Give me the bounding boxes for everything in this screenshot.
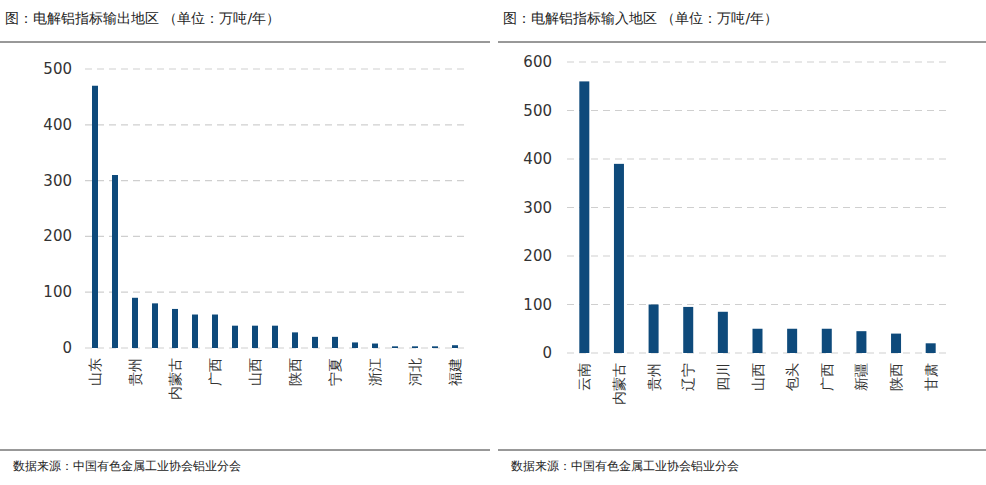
bar xyxy=(132,298,138,348)
bar xyxy=(452,345,458,348)
x-tick-label: 云南 xyxy=(576,363,592,391)
x-tick-label: 福建 xyxy=(447,358,463,386)
x-tick-label: 新疆 xyxy=(853,363,869,391)
bar xyxy=(252,326,258,348)
bar xyxy=(432,346,438,348)
chart-panel: 图：电解铝指标输出地区 （单位：万吨/年） 数据来源：中国有色金属工业协会铝业分会… xyxy=(0,10,490,473)
y-axis xyxy=(567,62,568,353)
bar xyxy=(579,81,589,353)
x-tick-label: 广西 xyxy=(207,358,223,386)
bar xyxy=(753,329,763,353)
x-tick-label: 广西 xyxy=(819,363,835,391)
x-tick-label: 辽宁 xyxy=(680,363,696,391)
x-tick-label: 河北 xyxy=(407,358,423,386)
x-tick-label: 山东 xyxy=(87,358,103,386)
grid-line xyxy=(567,207,948,208)
grid-line xyxy=(85,68,465,69)
y-axis xyxy=(85,69,86,348)
bar xyxy=(192,315,198,348)
footer-rule xyxy=(498,450,986,451)
bar xyxy=(172,309,178,348)
chart-title: 图：电解铝指标输出地区 （单位：万吨/年） xyxy=(5,10,280,26)
bar xyxy=(92,86,98,348)
chart-title: 图：电解铝指标输入地区 （单位：万吨/年） xyxy=(503,10,778,26)
bar xyxy=(152,303,158,348)
bar xyxy=(272,326,278,348)
bar xyxy=(312,337,318,348)
y-tick-label: 100 xyxy=(523,296,552,314)
x-tick-label: 内蒙古 xyxy=(167,358,183,400)
x-tick-label: 四川 xyxy=(715,363,731,391)
bar xyxy=(649,305,659,354)
y-tick-label: 0 xyxy=(542,344,552,362)
grid-line xyxy=(567,61,948,62)
grid-line xyxy=(85,292,465,293)
x-tick-label: 山西 xyxy=(750,363,766,391)
x-tick-label: 陕西 xyxy=(888,363,904,391)
x-tick-label: 浙江 xyxy=(367,358,383,386)
bar xyxy=(392,346,398,348)
x-tick-label: 甘肃 xyxy=(923,363,939,391)
y-tick-label: 300 xyxy=(43,172,72,190)
bars xyxy=(92,86,458,348)
bar xyxy=(412,346,418,348)
grid-line xyxy=(85,124,465,125)
y-tick-label: 600 xyxy=(523,53,552,71)
bar xyxy=(787,329,797,353)
bar xyxy=(856,331,866,353)
header-rule xyxy=(498,42,986,43)
bar xyxy=(718,312,728,353)
bars xyxy=(579,81,935,353)
x-tick-label: 宁夏 xyxy=(327,358,343,386)
footer-rule xyxy=(0,450,490,451)
grid-line xyxy=(567,158,948,159)
bar xyxy=(926,343,936,353)
bar xyxy=(891,334,901,353)
chart-panel: 图：电解铝指标输入地区 （单位：万吨/年） 数据来源：中国有色金属工业协会铝业分会… xyxy=(498,10,986,473)
bar xyxy=(232,326,238,348)
y-tick-label: 200 xyxy=(43,227,72,245)
grid-line xyxy=(85,236,465,237)
y-tick-label: 200 xyxy=(523,247,552,265)
source-note: 数据来源：中国有色金属工业协会铝业分会 xyxy=(511,459,739,473)
y-tick-label: 0 xyxy=(62,339,72,357)
bar xyxy=(614,164,624,353)
bar xyxy=(332,337,338,348)
y-tick-label: 400 xyxy=(523,150,552,168)
source-note: 数据来源：中国有色金属工业协会铝业分会 xyxy=(13,459,241,473)
grid-line xyxy=(567,304,948,305)
x-tick-label: 贵州 xyxy=(127,358,143,386)
x-tick-label: 内蒙古 xyxy=(611,363,627,405)
bar xyxy=(112,175,118,348)
bar xyxy=(683,307,693,353)
bar xyxy=(352,342,358,348)
y-tick-label: 400 xyxy=(43,116,72,134)
y-tick-label: 300 xyxy=(523,199,552,217)
grid-line xyxy=(567,110,948,111)
y-tick-label: 500 xyxy=(43,60,72,78)
x-tick-label: 包头 xyxy=(784,363,800,391)
header-rule xyxy=(0,42,490,43)
bar xyxy=(292,332,298,348)
grid-line xyxy=(567,255,948,256)
bar xyxy=(372,344,378,348)
canvas: 图：电解铝指标输出地区 （单位：万吨/年） 数据来源：中国有色金属工业协会铝业分会… xyxy=(0,0,986,485)
bar xyxy=(822,329,832,353)
x-tick-label: 贵州 xyxy=(646,363,662,391)
y-tick-label: 500 xyxy=(523,102,552,120)
grid-line xyxy=(85,180,465,181)
x-tick-label: 陕西 xyxy=(287,358,303,386)
y-tick-label: 100 xyxy=(43,283,72,301)
bar xyxy=(212,315,218,348)
x-tick-label: 山西 xyxy=(247,358,263,386)
